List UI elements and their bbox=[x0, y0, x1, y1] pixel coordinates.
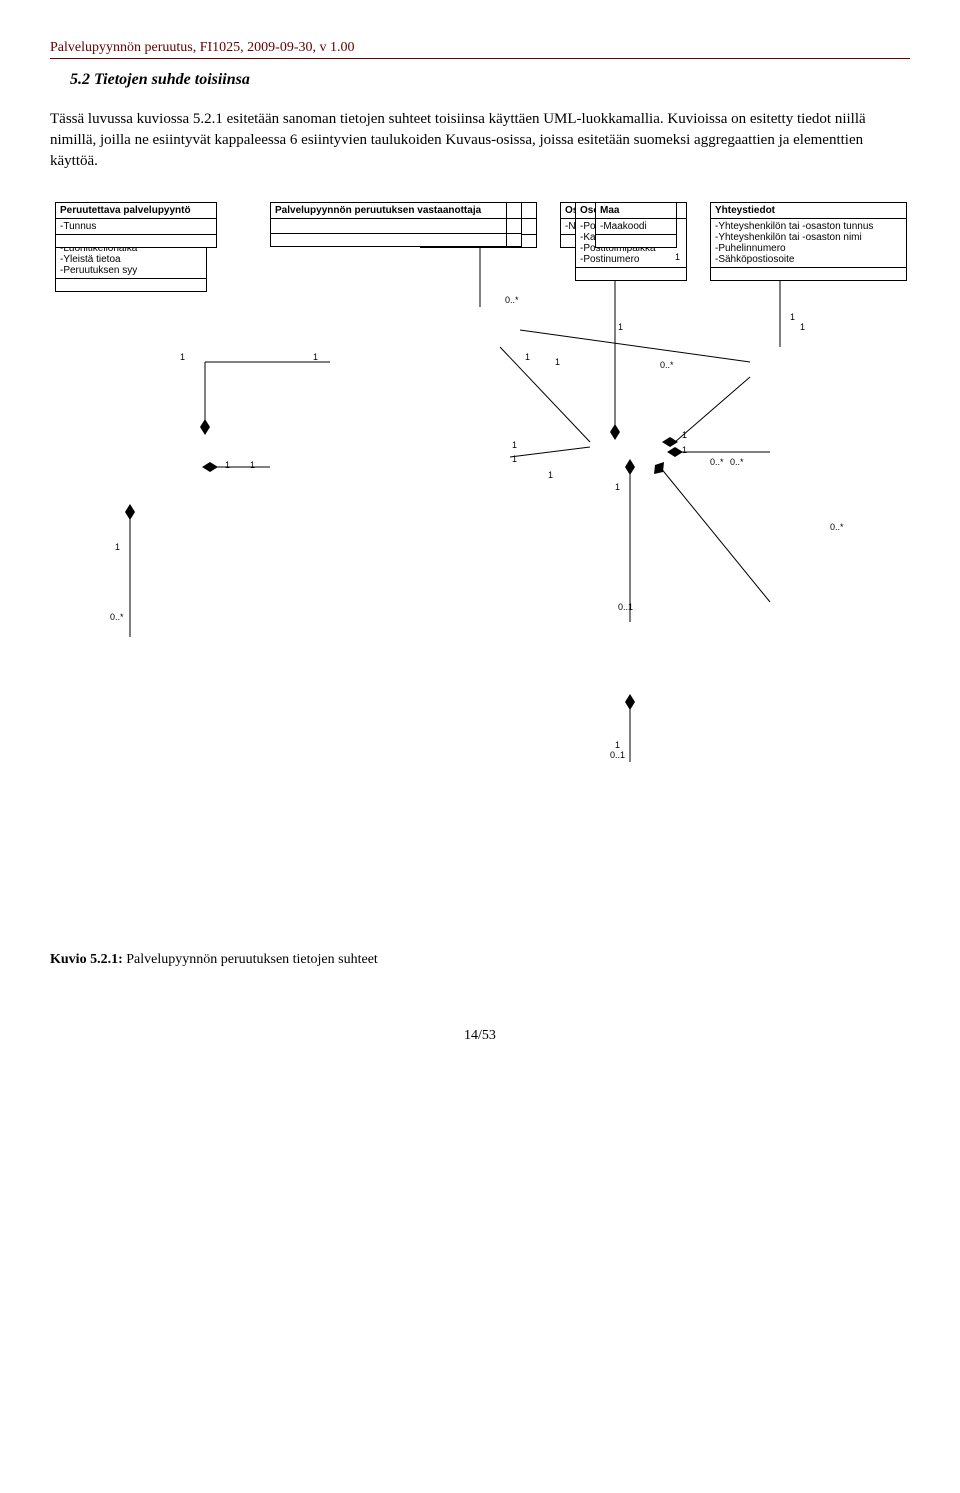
uml-title: Palvelupyynnön peruutuksen vastaanottaja bbox=[271, 203, 506, 219]
mult: 1 bbox=[615, 482, 620, 492]
uml-ops bbox=[576, 268, 686, 280]
figure-caption: Kuvio 5.2.1: Palvelupyynnön peruutuksen … bbox=[50, 952, 910, 968]
mult: 1 bbox=[675, 252, 680, 262]
uml-ops bbox=[271, 234, 506, 246]
mult: 1 bbox=[548, 470, 553, 480]
caption-text: Palvelupyynnön peruutuksen tietojen suht… bbox=[123, 952, 378, 967]
diagram-connectors bbox=[50, 202, 910, 922]
mult: 0..* bbox=[660, 360, 674, 370]
uml-title: Maa bbox=[596, 203, 676, 219]
mult: 1 bbox=[250, 460, 255, 470]
section-title: 5.2 Tietojen suhde toisiinsa bbox=[70, 71, 910, 89]
uml-ops bbox=[56, 235, 216, 247]
mult: 1 bbox=[115, 542, 120, 552]
mult: 1 bbox=[555, 357, 560, 367]
uml-vastaanottaja: Palvelupyynnön peruutuksen vastaanottaja bbox=[270, 202, 507, 247]
uml-yhteystiedot: Yhteystiedot -Yhteyshenkilön tai -osasto… bbox=[710, 202, 907, 281]
mult: 1 bbox=[618, 322, 623, 332]
uml-peruutettava: Peruutettava palvelupyyntö -Tunnus bbox=[55, 202, 217, 248]
uml-attrs: -Maakoodi bbox=[596, 219, 676, 235]
mult: 1 bbox=[225, 460, 230, 470]
page-footer: 14/53 bbox=[50, 1028, 910, 1044]
mult: 1 bbox=[313, 352, 318, 362]
mult: 1 bbox=[800, 322, 805, 332]
uml-attrs: -Tunnus bbox=[56, 219, 216, 235]
mult: 0..* bbox=[730, 457, 744, 467]
mult: 0..1 bbox=[610, 750, 625, 760]
mult: 1 bbox=[682, 430, 687, 440]
uml-ops bbox=[596, 235, 676, 247]
uml-title: Yhteystiedot bbox=[711, 203, 906, 219]
uml-title: Peruutettava palvelupyyntö bbox=[56, 203, 216, 219]
mult: 1 bbox=[615, 740, 620, 750]
mult: 1 bbox=[512, 454, 517, 464]
body-paragraph: Tässä luvussa kuviossa 5.2.1 esitetään s… bbox=[50, 109, 910, 172]
caption-label: Kuvio 5.2.1: bbox=[50, 952, 123, 967]
mult: 1 bbox=[512, 440, 517, 450]
mult: 0..* bbox=[830, 522, 844, 532]
mult: 1 bbox=[525, 352, 530, 362]
page-header: Palvelupyynnön peruutus, FI1025, 2009-09… bbox=[50, 40, 910, 59]
mult: 0..* bbox=[710, 457, 724, 467]
uml-ops bbox=[56, 279, 206, 291]
mult: 0..1 bbox=[618, 602, 633, 612]
uml-attrs bbox=[271, 219, 506, 234]
mult: 0..* bbox=[110, 612, 124, 622]
uml-ops bbox=[711, 268, 906, 280]
mult: 1 bbox=[682, 445, 687, 455]
uml-maa: Maa -Maakoodi bbox=[595, 202, 677, 248]
uml-attrs: -Yhteyshenkilön tai -osaston tunnus -Yht… bbox=[711, 219, 906, 268]
mult: 1 bbox=[790, 312, 795, 322]
mult: 0..* bbox=[505, 295, 519, 305]
mult: 1 bbox=[180, 352, 185, 362]
uml-diagram: Osapuolen tunnus -Tunnus Osapuolen nimi … bbox=[50, 202, 910, 922]
